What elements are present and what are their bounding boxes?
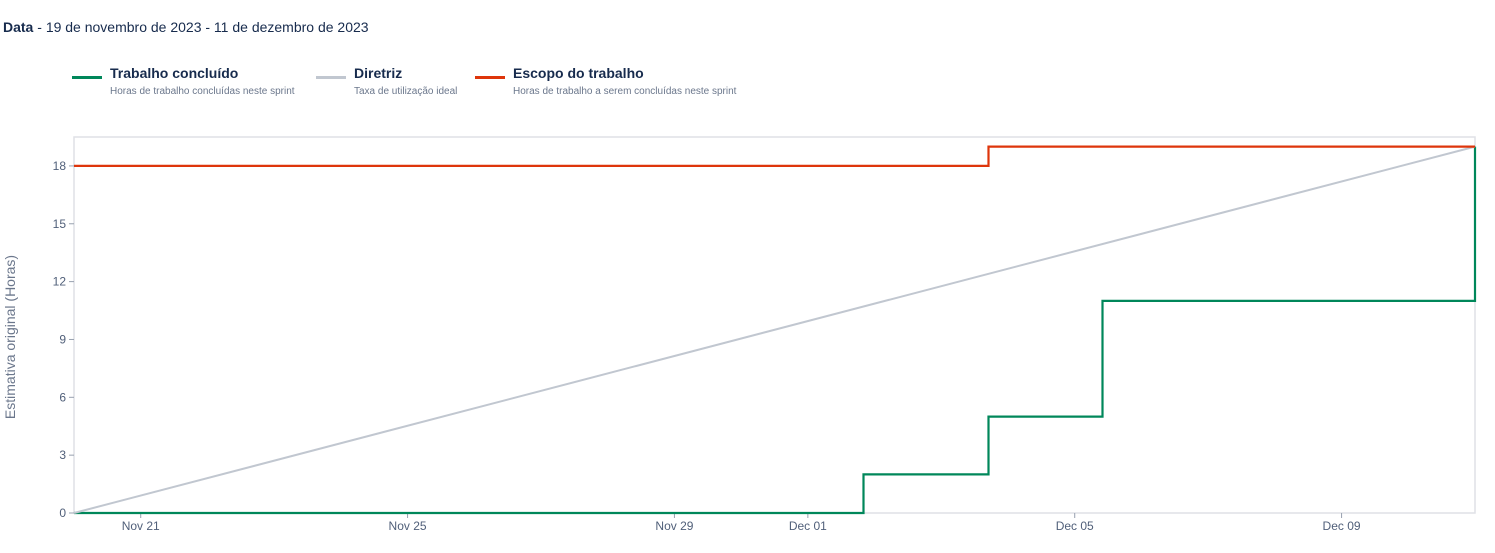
x-tick-label: Dec 01 (789, 519, 827, 533)
series-line-trabalho-concluído (74, 146, 1477, 515)
legend-swatch (316, 76, 346, 79)
x-tick-label: Nov 21 (122, 519, 160, 533)
y-tick-label: 3 (59, 448, 66, 462)
x-tick-label: Nov 29 (655, 519, 693, 533)
y-axis-title: Estimativa original (Horas) (2, 255, 18, 419)
y-tick-label: 12 (53, 275, 67, 289)
legend-description: Taxa de utilização ideal (354, 86, 458, 97)
plot-frame (73, 136, 1476, 514)
x-tick-label: Dec 05 (1056, 519, 1094, 533)
legend-title: Diretriz (354, 65, 403, 81)
legend-swatch (475, 76, 505, 79)
legend-title: Escopo do trabalho (513, 65, 644, 81)
date-label: Data (3, 19, 34, 35)
date-separator: - (37, 19, 46, 35)
series-line-diretriz (73, 145, 1476, 514)
x-tick-label: Nov 25 (389, 519, 427, 533)
y-tick-label: 15 (53, 217, 67, 231)
y-tick-label: 6 (59, 390, 66, 404)
legend-description: Horas de trabalho a serem concluídas nes… (513, 86, 737, 97)
date-range-value: 19 de novembro de 2023 - 11 de dezembro … (45, 19, 369, 35)
legend-description: Horas de trabalho concluídas neste sprin… (110, 86, 295, 97)
date-range-header: Data - 19 de novembro de 2023 - 11 de de… (3, 19, 369, 35)
y-tick-label: 9 (59, 332, 66, 346)
series-line-escopo-do-trabalho (74, 145, 1475, 167)
y-tick-label: 18 (53, 159, 67, 173)
legend-swatch (72, 76, 102, 79)
y-tick-label: 0 (59, 506, 66, 520)
x-tick-label: Dec 09 (1323, 519, 1361, 533)
legend-title: Trabalho concluído (110, 65, 239, 81)
